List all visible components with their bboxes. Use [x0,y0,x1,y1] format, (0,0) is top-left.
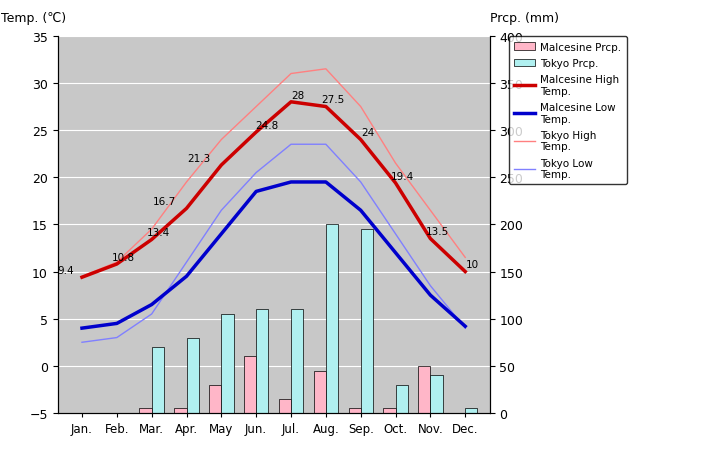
Text: 24.8: 24.8 [256,121,279,130]
Bar [465,409,477,413]
Bar [221,314,233,413]
Bar [117,413,129,418]
Bar [279,399,291,413]
Bar [174,409,186,413]
Bar [348,409,361,413]
Text: 13.5: 13.5 [426,227,449,237]
Bar [361,230,373,413]
Text: 21.3: 21.3 [187,153,211,163]
Bar [453,413,465,432]
Bar [431,375,443,413]
Bar [104,413,117,422]
Bar [314,371,326,413]
Bar [140,409,152,413]
Bar [418,366,431,413]
Bar [256,309,269,413]
Text: 27.5: 27.5 [321,95,344,105]
Text: 10: 10 [466,260,479,270]
Bar [383,409,395,413]
Bar [152,347,164,413]
Bar [244,357,256,413]
Bar [209,385,221,413]
Text: Prcp. (mm): Prcp. (mm) [490,12,559,25]
Bar [326,225,338,413]
Text: Temp. (℃): Temp. (℃) [1,12,66,25]
Bar [395,385,408,413]
Bar [186,338,199,413]
Bar [70,413,82,418]
Legend: Malcesine Prcp., Tokyo Prcp., Malcesine High
Temp., Malcesine Low
Temp., Tokyo H: Malcesine Prcp., Tokyo Prcp., Malcesine … [509,37,627,185]
Text: 16.7: 16.7 [153,197,176,207]
Bar [291,309,303,413]
Text: 19.4: 19.4 [391,171,414,181]
Text: 28: 28 [292,90,305,101]
Text: 24: 24 [361,128,374,138]
Text: 9.4: 9.4 [57,265,73,275]
Text: 13.4: 13.4 [147,228,170,238]
Text: 10.8: 10.8 [112,252,135,262]
